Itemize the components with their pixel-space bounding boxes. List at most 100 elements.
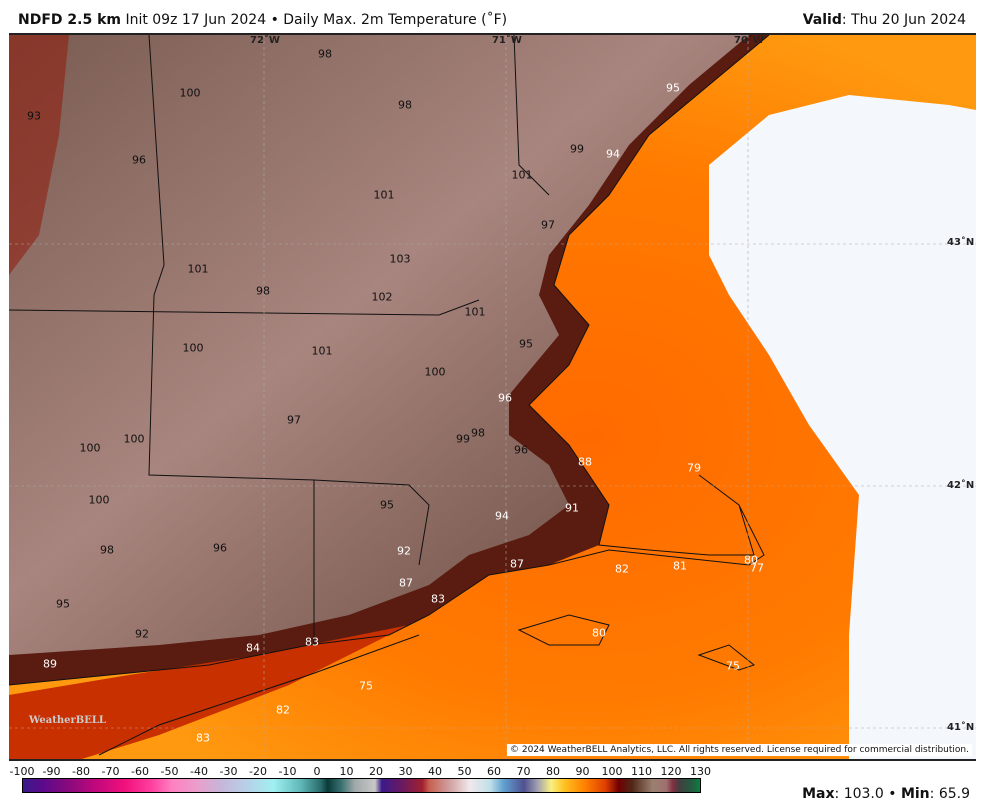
colorbar-tick: 0	[313, 765, 321, 778]
state-border-me	[513, 35, 550, 196]
colorbar-tick: 40	[428, 765, 442, 778]
colorbar-tick: 80	[546, 765, 560, 778]
nantucket	[697, 644, 756, 671]
colorbar-tick: -70	[101, 765, 120, 778]
colorbar-tick: -80	[72, 765, 90, 778]
temperature-label: 79	[687, 461, 701, 475]
temperature-label: 96	[498, 391, 512, 405]
temperature-label: 87	[510, 557, 524, 571]
temperature-label: 99	[570, 142, 584, 156]
temperature-label: 101	[373, 188, 395, 202]
temperature-label: 95	[666, 81, 680, 95]
temperature-label: 96	[132, 153, 146, 167]
temperature-label: 98	[256, 284, 270, 298]
marthas-vineyard	[517, 614, 610, 646]
map-canvas	[9, 35, 976, 759]
temperature-label: 95	[56, 597, 70, 611]
temperature-label: 100	[123, 432, 145, 446]
temperature-label: 95	[519, 337, 533, 351]
temperature-label: 96	[213, 541, 227, 555]
temperature-label: 80	[744, 553, 758, 567]
colorbar-tick: -20	[249, 765, 267, 778]
colorbar-tick: 50	[457, 765, 472, 778]
colorbar-tick: 70	[516, 765, 531, 778]
valid-value: : Thu 20 Jun 2024	[841, 12, 966, 28]
product-name: Daily Max. 2m Temperature (˚F)	[283, 12, 508, 28]
temperature-label: 87	[399, 576, 413, 590]
lon-label: 70˚W	[734, 35, 764, 46]
temperature-label: 83	[431, 592, 445, 606]
temperature-label: 83	[196, 731, 210, 745]
temperature-label: 77	[750, 561, 764, 575]
temperature-label: 95	[380, 498, 394, 512]
colorbar-tick: 60	[487, 765, 501, 778]
temperature-label: 75	[359, 679, 373, 693]
colorbar	[22, 778, 701, 793]
colorbar-tick: -40	[190, 765, 208, 778]
temperature-label: 89	[43, 657, 57, 671]
high-terrain	[9, 35, 69, 275]
colorbar-tick: 120	[660, 765, 682, 778]
temperature-label: 100	[424, 365, 446, 379]
temperature-label: 100	[179, 86, 201, 100]
copyright: © 2024 WeatherBELL Analytics, LLC. All r…	[507, 744, 972, 756]
long-island-coast	[98, 634, 420, 756]
colorbar-tick: -100	[9, 765, 35, 778]
colorbar-tick: 100	[601, 765, 623, 778]
temperature-label: 103	[389, 252, 411, 266]
colorbar-tick: -90	[42, 765, 61, 778]
colorbar-tick: 110	[631, 765, 652, 778]
lat-label: 41˚N	[947, 722, 975, 733]
colorbar-tick: -60	[131, 765, 149, 778]
state-border-ri	[313, 479, 430, 566]
temperature-label: 100	[88, 493, 110, 507]
graticule	[9, 35, 976, 759]
temperature-label: 81	[673, 559, 687, 573]
coastline	[9, 35, 770, 686]
temperature-label: 84	[246, 641, 260, 655]
min-value: : 65.9	[929, 786, 970, 802]
colorbar-tick: 30	[398, 765, 413, 778]
colorbar-tick: 10	[339, 765, 354, 778]
temperature-label: 100	[182, 341, 204, 355]
temperature-label: 99	[456, 432, 470, 446]
weatherbell-logo: WeatherBELL	[29, 715, 106, 726]
temperature-label: 97	[287, 413, 301, 427]
temperature-label: 75	[726, 659, 740, 673]
temperature-label: 98	[398, 98, 412, 112]
temperature-label: 101	[464, 305, 486, 319]
temperature-label: 96	[514, 443, 528, 457]
temperature-label: 101	[311, 344, 333, 358]
colorbar-ticks: -100 -90 -80 -70 -60 -50 -40 -30 -20 -10 0 10 20 30 40…	[9, 765, 711, 779]
lat-label: 43˚N	[947, 237, 975, 248]
temperature-label: 80	[592, 626, 606, 640]
temperature-label: 101	[511, 168, 533, 182]
temperature-label: 82	[615, 562, 629, 576]
lat-label: 42˚N	[947, 480, 975, 491]
lon-label: 72˚W	[250, 35, 280, 46]
colorbar-tick: 20	[369, 765, 383, 778]
temperature-map[interactable]: 72˚W 71˚W 70˚W 43˚N 42˚N 41˚N 98 100 98 93 9…	[9, 33, 976, 761]
lon-label: 71˚W	[492, 35, 522, 46]
colorbar-tick: -50	[160, 765, 179, 778]
max-label: Max	[802, 786, 835, 802]
land	[9, 35, 749, 655]
map-title: NDFD 2.5 km Init 09z 17 Jun 2024 • Daily…	[18, 12, 507, 28]
separator: •	[883, 786, 901, 802]
temperature-label: 88	[578, 455, 592, 469]
temperature-label: 83	[305, 635, 319, 649]
temperature-label: 93	[27, 109, 41, 123]
init-time: Init 09z 17 Jun 2024	[125, 12, 267, 28]
separator: •	[270, 12, 279, 28]
valid-label: Valid	[802, 12, 842, 28]
state-border-ma	[9, 299, 480, 316]
temperature-label: 92	[135, 627, 149, 641]
temperature-label: 98	[318, 47, 332, 61]
temperature-label: 101	[187, 262, 209, 276]
long-island	[9, 625, 409, 759]
min-label: Min	[900, 786, 930, 802]
temperature-label: 82	[276, 703, 290, 717]
no-data-area	[709, 95, 976, 759]
state-border	[148, 35, 315, 645]
temperature-label: 100	[79, 441, 101, 455]
